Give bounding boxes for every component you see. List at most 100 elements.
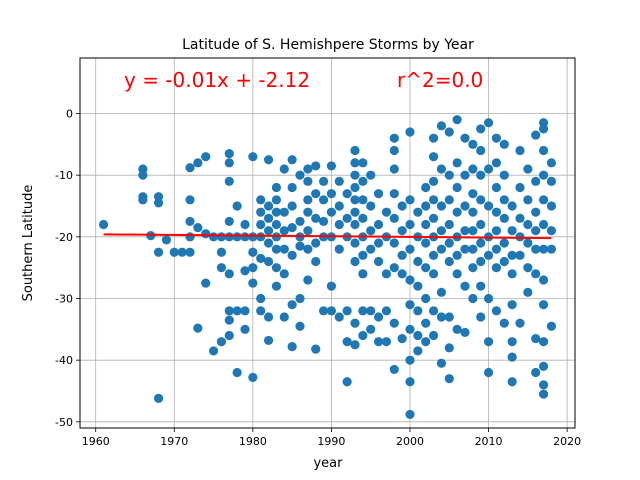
data-point xyxy=(476,312,486,322)
data-point xyxy=(444,195,454,205)
data-point xyxy=(405,409,415,420)
data-point xyxy=(201,229,211,239)
data-point xyxy=(185,247,195,257)
data-point xyxy=(428,133,439,143)
data-point xyxy=(256,293,266,304)
data-point xyxy=(358,213,368,223)
data-point xyxy=(523,195,533,205)
data-point xyxy=(531,333,541,344)
data-point xyxy=(311,189,321,199)
data-point xyxy=(523,263,533,273)
data-point xyxy=(491,226,502,236)
data-point xyxy=(224,232,234,242)
data-point xyxy=(256,195,266,205)
data-point xyxy=(468,207,478,217)
regression-line-path xyxy=(103,233,552,240)
data-point xyxy=(373,189,384,199)
data-point xyxy=(256,219,266,230)
data-point xyxy=(366,324,376,334)
data-point xyxy=(468,244,478,254)
data-point xyxy=(389,238,399,248)
data-point xyxy=(185,195,195,205)
data-point xyxy=(389,164,399,174)
data-point xyxy=(468,293,478,304)
data-point xyxy=(358,250,368,260)
data-point xyxy=(287,250,297,260)
data-point xyxy=(350,318,360,328)
data-point xyxy=(436,121,447,131)
data-point xyxy=(389,263,399,273)
data-point xyxy=(538,124,549,134)
data-point xyxy=(201,152,211,162)
data-point xyxy=(538,380,549,390)
data-point xyxy=(413,256,423,267)
data-point xyxy=(460,281,470,291)
data-point xyxy=(491,306,502,316)
data-point xyxy=(318,195,329,205)
data-point xyxy=(405,300,415,310)
data-point xyxy=(271,219,282,230)
data-point xyxy=(326,207,337,217)
data-point xyxy=(499,238,509,248)
data-point xyxy=(271,207,282,217)
data-point xyxy=(468,226,478,236)
data-point xyxy=(216,263,227,273)
data-point xyxy=(499,170,509,180)
data-point xyxy=(507,352,517,362)
x-tick-label: 1990 xyxy=(317,435,345,448)
data-point xyxy=(476,281,486,291)
data-point xyxy=(436,226,447,236)
data-point xyxy=(444,219,454,230)
data-point xyxy=(224,306,234,316)
data-point xyxy=(295,321,305,331)
data-point xyxy=(153,198,164,208)
data-point xyxy=(271,244,282,254)
data-point xyxy=(413,281,423,291)
data-point xyxy=(397,269,407,279)
data-point xyxy=(224,216,234,227)
data-point xyxy=(216,247,227,257)
data-point xyxy=(263,213,274,223)
data-point xyxy=(499,256,509,267)
data-point xyxy=(318,216,329,227)
data-point xyxy=(240,232,250,242)
data-point xyxy=(413,207,423,217)
data-point xyxy=(436,244,447,254)
data-point xyxy=(153,247,164,257)
data-point xyxy=(483,164,494,174)
data-point xyxy=(452,158,462,168)
data-point xyxy=(538,389,549,399)
data-point xyxy=(232,306,242,316)
data-point xyxy=(491,182,502,193)
data-point xyxy=(240,306,250,316)
data-point xyxy=(342,189,352,199)
data-point xyxy=(303,207,313,217)
data-point xyxy=(350,219,360,230)
data-point xyxy=(397,226,407,236)
y-tick-label: -20 xyxy=(55,231,73,244)
data-point xyxy=(397,201,407,211)
data-point xyxy=(428,152,439,162)
data-point xyxy=(491,263,502,273)
data-point xyxy=(224,148,234,159)
data-point xyxy=(452,324,462,334)
data-point xyxy=(405,355,415,365)
data-point xyxy=(287,201,297,211)
data-point xyxy=(531,176,541,186)
data-point xyxy=(538,219,549,230)
data-point xyxy=(287,300,297,310)
data-point xyxy=(303,244,313,254)
data-point xyxy=(279,207,289,217)
data-point xyxy=(389,189,399,199)
data-point xyxy=(311,238,321,248)
data-point xyxy=(318,176,329,186)
data-point xyxy=(531,207,541,217)
data-point xyxy=(271,263,282,273)
data-point xyxy=(389,133,399,143)
data-point xyxy=(476,256,486,267)
data-point xyxy=(507,269,517,279)
data-point xyxy=(546,176,557,186)
data-point xyxy=(538,361,549,371)
data-point xyxy=(240,266,250,276)
data-point xyxy=(350,158,360,168)
